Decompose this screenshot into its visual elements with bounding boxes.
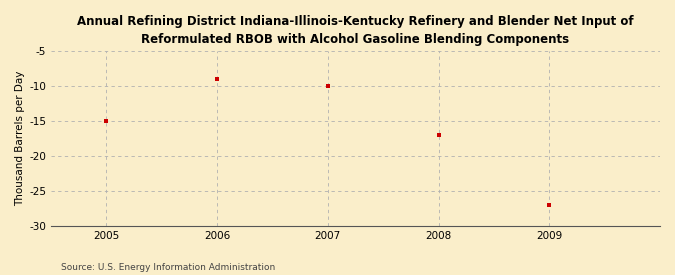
Title: Annual Refining District Indiana-Illinois-Kentucky Refinery and Blender Net Inpu: Annual Refining District Indiana-Illinoi… bbox=[77, 15, 634, 46]
Y-axis label: Thousand Barrels per Day: Thousand Barrels per Day bbox=[15, 71, 25, 206]
Text: Source: U.S. Energy Information Administration: Source: U.S. Energy Information Administ… bbox=[61, 263, 275, 272]
